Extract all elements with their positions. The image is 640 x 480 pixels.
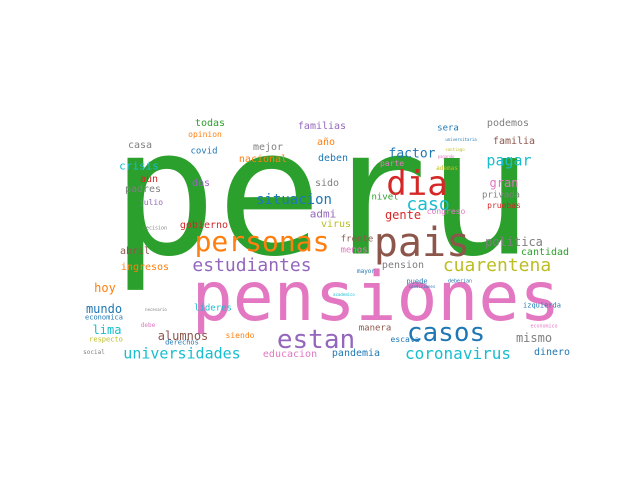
word-deberian: deberian: [447, 278, 473, 285]
word-cuarentena: cuarentena: [442, 255, 552, 276]
word-pension: pension: [381, 260, 425, 271]
word-pagando: pagando: [437, 154, 455, 159]
word-deben: deben: [317, 153, 349, 164]
word-alumnos: alumnos: [157, 329, 209, 343]
word-sido: sido: [314, 178, 340, 189]
word-lideres: lideres: [194, 303, 232, 314]
word-opinion: opinion: [188, 130, 222, 139]
word-estudiantes: estudiantes: [192, 255, 312, 276]
word-año: año: [316, 137, 336, 148]
word-pruebas: pruebas: [487, 201, 521, 210]
word-casa: casa: [127, 140, 153, 151]
word-santiago: santiago: [445, 147, 465, 152]
word-situacion: situacion: [256, 192, 332, 208]
word-decision: decision: [142, 225, 168, 232]
word-menos: menos: [340, 245, 368, 256]
word-covid: covid: [190, 146, 218, 157]
word-academico: academico: [333, 292, 355, 297]
word-ingresos: ingresos: [120, 262, 170, 273]
word-politica: politica: [485, 235, 543, 249]
word-frente: frente: [340, 234, 374, 245]
word-manera: manera: [358, 323, 392, 334]
word-cantidad: cantidad: [520, 247, 570, 258]
word-mejor: mejor: [252, 142, 284, 153]
word-dinero: dinero: [533, 347, 571, 358]
word-universidades: universidades: [123, 344, 241, 363]
word-izquierda: izquierda: [523, 301, 561, 310]
word-abril: abril: [119, 246, 151, 257]
word-universitaria: universitaria: [445, 137, 477, 142]
word-coronavirus: coronavirus: [405, 344, 511, 363]
word-congreso: congreso: [426, 207, 466, 216]
word-condiciones: condiciones: [408, 284, 436, 289]
word-economico: economico: [530, 323, 558, 330]
word-gobierno: gobierno: [179, 220, 229, 231]
word-factor: factor: [388, 146, 436, 162]
word-peru: peru: [111, 92, 533, 296]
word-derechos: derechos: [165, 338, 199, 347]
word-pais: pais: [373, 220, 471, 266]
word-nacional: nacional: [238, 154, 288, 165]
word-todas: todas: [194, 118, 226, 129]
word-mismo: mismo: [515, 331, 553, 345]
word-escala: escala: [390, 335, 420, 344]
word-economica: economica: [85, 313, 123, 322]
word-familia: familia: [492, 136, 536, 147]
word-puede: puede: [406, 277, 428, 286]
word-crisis: crisis: [119, 159, 159, 173]
word-personas: personas: [194, 225, 330, 258]
word-mundo: mundo: [85, 302, 123, 316]
word-gran: gran: [489, 176, 519, 190]
word-necesario: necesario: [145, 307, 167, 312]
word-caso: caso: [406, 194, 450, 215]
word-pagar: pagar: [486, 151, 532, 170]
word-padres: padres: [124, 184, 162, 195]
word-pensiones: pensiones: [191, 258, 561, 337]
word-dia: dia: [386, 164, 448, 204]
word-educacion: educacion: [262, 349, 318, 360]
word-gente: gente: [384, 208, 422, 222]
word-virus: virus: [320, 219, 352, 230]
word-social: social: [83, 349, 105, 356]
word-aun: aun: [139, 174, 159, 185]
word-lima: lima: [92, 323, 122, 337]
word-familias: familias: [297, 121, 347, 132]
word-ademas: ademas: [436, 165, 458, 172]
word-debe: debe: [140, 322, 156, 329]
word-estan: estan: [276, 325, 356, 355]
word-podemos: podemos: [486, 118, 530, 129]
word-privada: privada: [482, 190, 520, 201]
word-hoy: hoy: [94, 281, 116, 295]
word-nivel: nivel: [371, 192, 399, 203]
word-respecto: respecto: [89, 335, 123, 344]
word-dos: dos: [191, 178, 211, 189]
word-mayor: mayor: [356, 268, 376, 275]
word-parte: parte: [379, 159, 405, 168]
word-sera: sera: [437, 123, 459, 134]
word-julio: julio: [138, 198, 164, 207]
word-admi: admi: [309, 207, 337, 221]
word-pandemia: pandemia: [331, 348, 381, 359]
word-casos: casos: [406, 318, 486, 348]
word-siendo: siendo: [225, 331, 255, 340]
